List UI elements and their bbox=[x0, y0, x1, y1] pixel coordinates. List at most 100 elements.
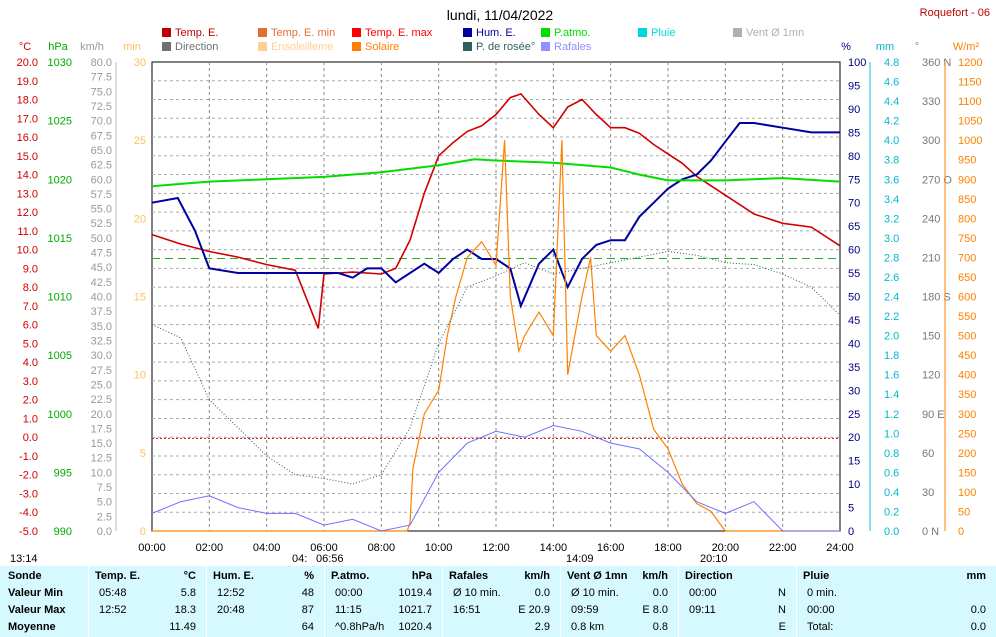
cell-value: 1020.4 bbox=[398, 621, 432, 633]
series-line-temp-e- bbox=[151, 92, 841, 329]
tick-label-wind: 75.0 bbox=[91, 86, 112, 98]
tick-label-temp: 4.0 bbox=[23, 357, 38, 369]
row-labels: Sonde Valeur Min Valeur Max Moyenne bbox=[0, 566, 88, 637]
sunrise-time: 06:56 bbox=[316, 553, 344, 565]
tick-label-wind: 25.0 bbox=[91, 379, 112, 391]
column-header: Rafales bbox=[449, 570, 489, 582]
column-unit: km/h bbox=[642, 570, 668, 582]
x-tick-label: 22:00 bbox=[769, 542, 797, 554]
tick-label-rain: 1.0 bbox=[884, 428, 899, 440]
table-column: Temp. E. °C 05:48 5.8 12:52 18.3 11.49 bbox=[88, 566, 206, 637]
axis-unit-direction: ° bbox=[915, 41, 919, 53]
tick-label-rain: 0.8 bbox=[884, 448, 899, 460]
tick-label-wind: 15.0 bbox=[91, 438, 112, 450]
cell-label: 0 min. bbox=[807, 587, 837, 599]
noon-time: 14:09 bbox=[566, 553, 594, 565]
tick-label-temp: 10.0 bbox=[17, 245, 38, 257]
tick-label-temp: 20.0 bbox=[17, 57, 38, 69]
cell-label: 00:00 bbox=[807, 604, 835, 616]
tick-label-pressure: 995 bbox=[54, 467, 72, 479]
tick-label-direction: 210 bbox=[922, 252, 940, 264]
axis-unit-temp: °C bbox=[19, 41, 31, 53]
cell-label: 11:15 bbox=[335, 604, 362, 616]
tick-label-humidity: 70 bbox=[848, 198, 860, 210]
tick-label-wind: 77.5 bbox=[91, 72, 112, 84]
tick-label-solar: 1000 bbox=[958, 135, 982, 147]
row-label: Sonde bbox=[8, 570, 42, 582]
tick-label-wind: 20.0 bbox=[91, 409, 112, 421]
tick-label-temp: 0.0 bbox=[23, 432, 38, 444]
tick-label-solar: 350 bbox=[958, 389, 976, 401]
column-header: Temp. E. bbox=[95, 570, 141, 582]
table-column: Direction 00:00 N 09:11 N E bbox=[678, 566, 796, 637]
tick-label-humidity: 85 bbox=[848, 127, 860, 139]
cell-value: 0.0 bbox=[652, 587, 668, 599]
tick-label-rain: 4.6 bbox=[884, 77, 899, 89]
tick-label-wind: 80.0 bbox=[91, 57, 112, 69]
tick-label-solar: 600 bbox=[958, 292, 976, 304]
tick-label-temp: 14.0 bbox=[17, 170, 38, 182]
axis-unit-humidity: % bbox=[841, 41, 851, 53]
axis-unit-minutes: min bbox=[123, 41, 141, 53]
tick-label-humidity: 80 bbox=[848, 151, 860, 163]
axis-unit-solar: W/m² bbox=[953, 41, 980, 53]
legend-swatch bbox=[463, 28, 472, 37]
legend-label: Temp. E. max bbox=[365, 27, 433, 39]
series-line-p-de-ros-e- bbox=[151, 250, 841, 485]
tick-label-pressure: 1005 bbox=[48, 350, 72, 362]
tick-label-solar: 400 bbox=[958, 370, 976, 382]
tick-label-wind: 67.5 bbox=[91, 130, 112, 142]
tick-label-solar: 1200 bbox=[958, 57, 982, 69]
tick-label-solar: 150 bbox=[958, 467, 976, 479]
tick-label-solar: 850 bbox=[958, 194, 976, 206]
legend-label: Pluie bbox=[651, 27, 675, 39]
tick-label-wind: 42.5 bbox=[91, 277, 112, 289]
tick-label-wind: 37.5 bbox=[91, 306, 112, 318]
cell-value: 0.0 bbox=[970, 621, 986, 633]
tick-label-direction: 330 bbox=[922, 96, 940, 108]
tick-label-direction: 30 bbox=[922, 487, 934, 499]
column-header: Vent Ø 1mn bbox=[567, 570, 628, 582]
tick-label-solar: 50 bbox=[958, 506, 970, 518]
tick-label-direction: 240 bbox=[922, 213, 940, 225]
tick-label-humidity: 95 bbox=[848, 80, 860, 92]
tick-label-wind: 2.5 bbox=[97, 511, 112, 523]
axes: 20.0 19.0 18.0 17.0 16.0 15.0 14.0 13.0 12.0 11.0… bbox=[17, 57, 983, 538]
tick-label-temp: 8.0 bbox=[23, 282, 38, 294]
tick-label-rain: 3.0 bbox=[884, 233, 899, 245]
tick-label-pressure: 1010 bbox=[48, 292, 72, 304]
x-tick-label: 00:00 bbox=[138, 542, 166, 554]
tick-label-temp: -4.0 bbox=[19, 507, 38, 519]
tick-label-humidity: 20 bbox=[848, 432, 860, 444]
tick-label-humidity: 60 bbox=[848, 245, 860, 257]
axis-unit-wind: km/h bbox=[80, 41, 104, 53]
cell-label: 09:11 bbox=[689, 604, 716, 616]
tick-label-wind: 12.5 bbox=[91, 453, 112, 465]
tick-label-rain: 3.6 bbox=[884, 174, 899, 186]
tick-label-wind: 35.0 bbox=[91, 321, 112, 333]
tick-label-humidity: 75 bbox=[848, 174, 860, 186]
legend-label: P.atmo. bbox=[554, 27, 591, 39]
legend: Temp. E. Temp. E. min Temp. E. max Hum. E. P… bbox=[162, 27, 804, 53]
tick-label-temp: 15.0 bbox=[17, 151, 38, 163]
tick-label-temp: -5.0 bbox=[19, 526, 38, 538]
row-label: Valeur Max bbox=[8, 604, 66, 616]
tick-label-temp: 12.0 bbox=[17, 207, 38, 219]
tick-label-pressure: 1025 bbox=[48, 116, 72, 128]
cell-value: 87 bbox=[301, 604, 314, 616]
legend-swatch bbox=[352, 42, 361, 51]
cell-value: E 20.9 bbox=[518, 604, 550, 616]
tick-label-humidity: 45 bbox=[848, 315, 860, 327]
legend-swatch bbox=[352, 28, 361, 37]
cell-label: ^0.8hPa/h bbox=[335, 621, 385, 633]
tick-label-direction: 60 bbox=[922, 448, 934, 460]
tick-label-pressure: 1020 bbox=[48, 174, 72, 186]
tick-label-rain: 3.2 bbox=[884, 213, 899, 225]
tick-label-solar: 550 bbox=[958, 311, 976, 323]
legend-label: Temp. E. min bbox=[271, 27, 335, 39]
tick-label-humidity: 65 bbox=[848, 221, 860, 233]
tick-label-temp: 19.0 bbox=[17, 76, 38, 88]
cell-label: Total: bbox=[807, 621, 834, 633]
tick-label-wind: 17.5 bbox=[91, 423, 112, 435]
tick-label-humidity: 25 bbox=[848, 409, 860, 421]
